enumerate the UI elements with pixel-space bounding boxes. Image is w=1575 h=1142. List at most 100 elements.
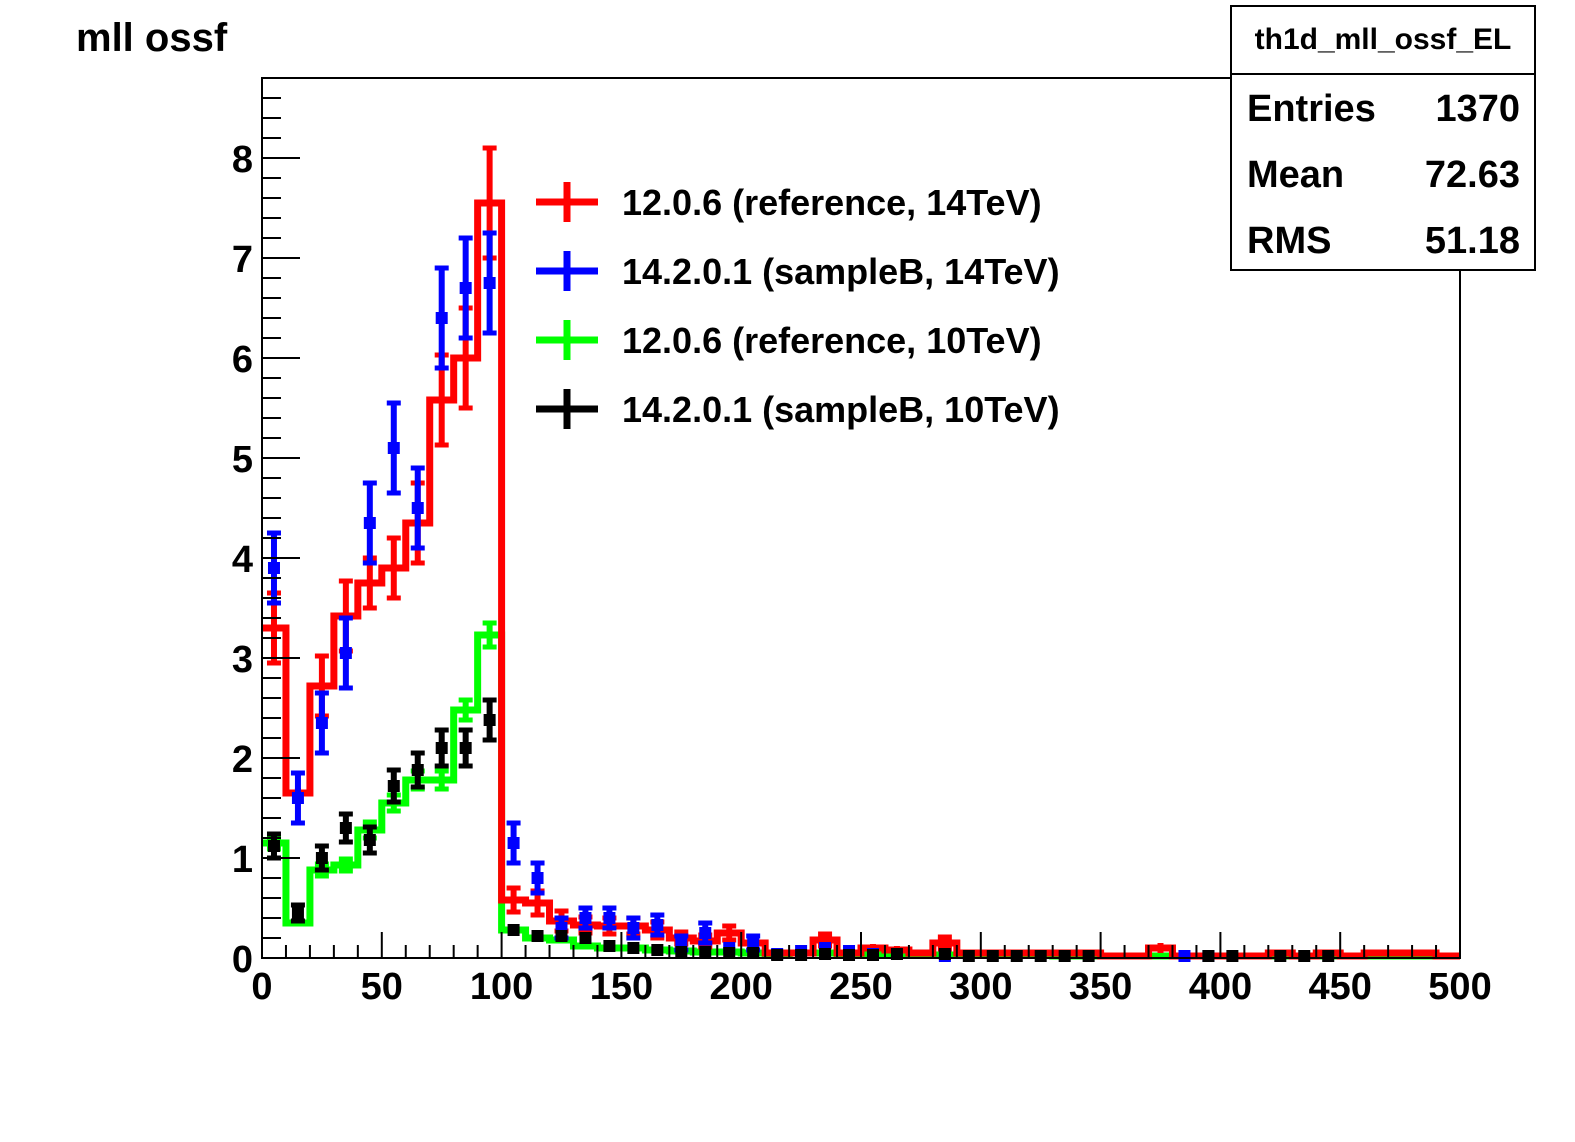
- data-point: [675, 946, 688, 958]
- bin-marker: [771, 949, 784, 961]
- data-point: [1298, 950, 1311, 962]
- data-point: [411, 764, 424, 776]
- bin-marker: [1322, 950, 1335, 962]
- stats-label: Entries: [1247, 88, 1376, 130]
- bin-marker: [458, 727, 473, 769]
- data-point: [507, 837, 520, 849]
- data-point: [267, 840, 280, 852]
- bin-marker: [1202, 950, 1215, 962]
- data-point: [507, 924, 520, 936]
- bin-marker: [506, 885, 521, 915]
- data-point: [651, 944, 664, 956]
- data-point: [531, 872, 544, 884]
- legend-label: 12.0.6 (reference, 14TeV): [622, 182, 1042, 223]
- data-point: [435, 742, 448, 754]
- data-point: [795, 949, 808, 961]
- data-point: [459, 742, 472, 754]
- legend-entry: 14.2.0.1 (sampleB, 10TeV): [536, 389, 1060, 430]
- data-point: [627, 942, 640, 954]
- bin-marker: [1082, 950, 1095, 962]
- bin-marker: [626, 915, 641, 941]
- data-point: [1322, 950, 1335, 962]
- bin-marker: [986, 950, 999, 962]
- data-point: [986, 950, 999, 962]
- bin-marker: [698, 920, 713, 946]
- data-point: [627, 922, 640, 934]
- data-point: [747, 947, 760, 959]
- bin-marker: [675, 946, 688, 958]
- data-point: [363, 834, 376, 846]
- data-point: [866, 949, 879, 961]
- data-point: [315, 852, 328, 864]
- data-point: [483, 714, 496, 726]
- stats-box: th1d_mll_ossf_EL Entries 1370 Mean 72.63…: [1230, 5, 1536, 271]
- x-tick-label: 50: [361, 966, 403, 1008]
- data-point: [843, 949, 856, 961]
- x-tick-label: 300: [949, 966, 1012, 1008]
- stats-value: 1370: [1435, 88, 1520, 130]
- data-point: [1178, 950, 1191, 962]
- bin-marker: [650, 912, 665, 938]
- bin-marker: [506, 820, 521, 866]
- bin-marker: [530, 860, 545, 896]
- data-point: [723, 947, 736, 959]
- bin-marker: [866, 949, 879, 961]
- bin-marker: [795, 949, 808, 961]
- data-point: [699, 927, 712, 939]
- x-tick-label: 450: [1308, 966, 1371, 1008]
- bin-marker: [962, 950, 975, 962]
- bin-marker: [1058, 950, 1071, 962]
- bin-marker: [1298, 950, 1311, 962]
- legend-entry: 12.0.6 (reference, 10TeV): [536, 320, 1042, 361]
- x-tick-label: 200: [709, 966, 772, 1008]
- bin-marker: [362, 824, 377, 856]
- bin-marker: [410, 750, 425, 790]
- bin-marker: [602, 905, 617, 931]
- bin-marker: [579, 932, 592, 944]
- x-tick-label: 0: [251, 966, 272, 1008]
- data-point: [1226, 950, 1239, 962]
- data-point: [387, 780, 400, 792]
- bin-marker: [434, 727, 449, 769]
- axis-layer: 0 50 100 150 200 250 300 350 400 450 500 0 1 2 3 4 5 6 7 8: [232, 77, 1492, 1008]
- legend: 12.0.6 (reference, 14TeV) 14.2.0.1 (sampl…: [536, 182, 1060, 430]
- y-tick-label: 4: [232, 539, 253, 581]
- series-3: [266, 697, 1335, 962]
- bin-marker: [507, 924, 520, 936]
- bin-marker: [434, 265, 449, 371]
- stats-row-entries: Entries 1370: [1232, 75, 1534, 141]
- legend-entry: 14.2.0.1 (sampleB, 14TeV): [536, 251, 1060, 292]
- bin-marker: [627, 942, 640, 954]
- data-point: [747, 937, 760, 949]
- legend-entry: 12.0.6 (reference, 14TeV): [536, 182, 1042, 223]
- bin-marker: [338, 615, 353, 691]
- x-tick-label: 150: [590, 966, 653, 1008]
- series-line: [262, 631, 1460, 960]
- bin-marker: [699, 946, 712, 958]
- bin-marker: [603, 940, 616, 952]
- bin-marker: [723, 947, 736, 959]
- data-point: [339, 822, 352, 834]
- x-tick-label: 250: [829, 966, 892, 1008]
- data-point: [579, 932, 592, 944]
- data-point: [459, 282, 472, 294]
- bin-marker: [1226, 950, 1239, 962]
- bin-marker: [578, 905, 593, 931]
- y-tick-label: 5: [232, 439, 253, 481]
- y-tick-label: 7: [232, 239, 253, 281]
- stats-value: 72.63: [1424, 154, 1520, 196]
- bin-marker: [1034, 950, 1047, 962]
- data-point: [555, 930, 568, 942]
- data-point: [1058, 950, 1071, 962]
- bin-marker: [1178, 950, 1191, 962]
- bin-marker: [1274, 950, 1287, 962]
- bin-marker: [482, 620, 497, 650]
- data-point: [435, 312, 448, 324]
- bin-marker: [531, 930, 544, 942]
- data-point: [603, 912, 616, 924]
- legend-label: 14.2.0.1 (sampleB, 14TeV): [622, 251, 1060, 292]
- y-tick-label: 2: [232, 739, 253, 781]
- bin-marker: [555, 930, 568, 942]
- bin-marker: [314, 690, 329, 756]
- bin-marker: [314, 843, 329, 873]
